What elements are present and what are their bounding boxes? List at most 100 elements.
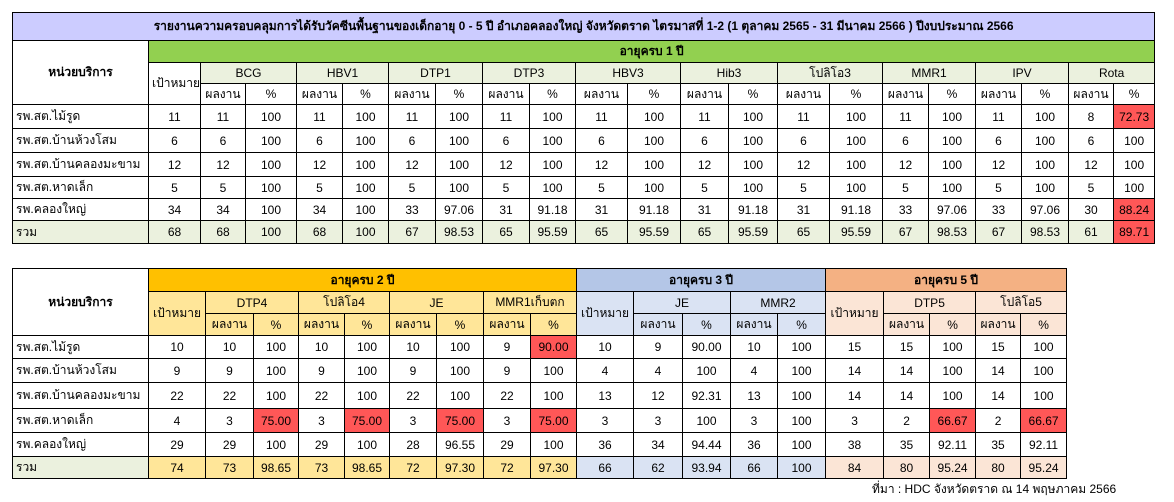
data-cell: 100 — [344, 382, 390, 409]
percent-header: % — [928, 83, 976, 105]
data-cell: 97.30 — [436, 456, 484, 479]
data-cell: 11 — [296, 104, 343, 129]
data-cell: 31 — [575, 198, 628, 221]
result-header: ผลงาน — [483, 313, 531, 336]
data-cell: 34 — [200, 198, 246, 221]
data-cell: 100 — [342, 220, 389, 244]
data-cell: 97.06 — [1021, 198, 1069, 221]
data-cell: 94.44 — [682, 432, 732, 457]
data-cell: 3 — [389, 408, 437, 433]
table-row: รพ.สต.หาดเล็ก 4 3 75.00 3 75.00 3 75.00 3 75.00 3 3… — [12, 408, 1068, 433]
data-cell: 100 — [436, 358, 484, 383]
data-cell: 74 — [148, 456, 206, 479]
table-row: รพ.สต.หาดเล็ก 5 5 100 5 100 5 100 5 100 5 100 5 100 5 1… — [12, 176, 1156, 199]
data-cell: 100 — [728, 128, 778, 153]
data-cell: 10 — [730, 335, 779, 359]
table-row: รพ.คลองใหญ่ 29 29 100 29 100 28 96.55 29 100 36 34 9… — [12, 432, 1068, 457]
vaccine-header: โปลิโอ5 — [975, 291, 1068, 314]
data-cell: 2 — [975, 408, 1022, 433]
data-cell: 100 — [777, 408, 827, 433]
data-cell: 89.71 — [1112, 220, 1156, 244]
data-cell: 6 — [388, 128, 436, 153]
data-cell: 68 — [296, 220, 343, 244]
result-header: ผลงาน — [883, 313, 931, 336]
data-cell: 5 — [882, 176, 929, 199]
data-cell: 100 — [253, 335, 299, 359]
data-cell: 11 — [388, 104, 436, 129]
data-cell: 65 — [680, 220, 729, 244]
data-cell: 100 — [682, 408, 732, 433]
unit-name: รพ.สต.หาดเล็ก — [12, 176, 149, 199]
data-cell: 100 — [529, 382, 578, 409]
data-cell: 14 — [883, 358, 931, 383]
data-cell: 98.53 — [435, 220, 483, 244]
coverage-table-age1: รายงานความครอบคลุมการได้รับวัคซีนพื้นฐาน… — [11, 12, 1156, 244]
data-cell: 33 — [388, 198, 436, 221]
age-group-header: อายุครบ 5 ปี — [825, 268, 1068, 292]
data-cell: 97.06 — [435, 198, 483, 221]
data-cell: 11 — [680, 104, 729, 129]
data-cell: 100 — [928, 104, 976, 129]
data-cell: 100 — [435, 152, 483, 177]
data-cell: 31 — [777, 198, 830, 221]
age-group-header: อายุครบ 1 ปี — [147, 40, 1156, 63]
percent-header: % — [253, 313, 299, 336]
data-cell: 67 — [388, 220, 436, 244]
vaccine-header: HBV3 — [575, 62, 681, 84]
data-cell: 100 — [435, 128, 483, 153]
data-cell: 100 — [929, 335, 977, 359]
data-cell: 95.59 — [829, 220, 883, 244]
data-cell: 100 — [928, 176, 976, 199]
data-cell: 100 — [342, 152, 389, 177]
data-cell: 34 — [148, 198, 201, 221]
result-header: ผลงาน — [777, 83, 830, 105]
data-cell: 100 — [1112, 176, 1156, 199]
percent-header: % — [1020, 313, 1068, 336]
percent-header: % — [929, 313, 977, 336]
data-cell: 100 — [929, 358, 977, 383]
data-cell: 91.18 — [529, 198, 576, 221]
data-cell: 97.06 — [928, 198, 976, 221]
data-cell: 100 — [342, 104, 389, 129]
data-cell: 6 — [200, 128, 246, 153]
vaccine-header: Rota — [1067, 62, 1156, 84]
data-cell: 100 — [253, 358, 299, 383]
data-cell: 100 — [253, 382, 299, 409]
result-header: ผลงาน — [575, 83, 628, 105]
result-header: ผลงาน — [975, 313, 1022, 336]
data-cell: 33 — [975, 198, 1022, 221]
data-cell: 95.59 — [627, 220, 681, 244]
data-cell: 5 — [575, 176, 628, 199]
unit-name: รวม — [12, 220, 149, 244]
data-cell: 5 — [680, 176, 729, 199]
data-cell: 29 — [148, 432, 206, 457]
table-row: รพ.สต.บ้านห้วงโสม 9 9 100 9 100 9 100 9 100 4 4 100 4… — [12, 358, 1068, 383]
result-header: ผลงาน — [680, 83, 729, 105]
data-cell: 100 — [529, 152, 576, 177]
data-cell: 22 — [148, 382, 206, 409]
report-title: รายงานความครอบคลุมการได้รับวัคซีนพื้นฐาน… — [11, 12, 1156, 41]
data-cell: 12 — [575, 152, 628, 177]
data-cell: 5 — [975, 176, 1022, 199]
data-cell: 8 — [1068, 104, 1114, 129]
data-cell: 100 — [928, 152, 976, 177]
table-row: หน่วยบริการ อายุครบ 1 ปี — [12, 40, 1156, 105]
data-cell: 100 — [627, 128, 681, 153]
data-cell: 36 — [576, 432, 635, 457]
data-cell: 75.00 — [344, 408, 390, 433]
vaccine-header: MMR2 — [730, 291, 827, 314]
data-cell: 3 — [633, 408, 684, 433]
data-cell: 10 — [298, 335, 345, 359]
data-cell: 9 — [633, 335, 684, 359]
data-cell: 100 — [344, 335, 390, 359]
data-cell: 80 — [975, 456, 1022, 479]
data-cell: 68 — [200, 220, 246, 244]
data-cell: 3 — [205, 408, 254, 433]
data-cell: 100 — [245, 104, 297, 129]
data-cell: 10 — [576, 335, 635, 359]
data-cell: 11 — [482, 104, 530, 129]
data-cell: 100 — [627, 152, 681, 177]
data-cell: 92.11 — [1020, 432, 1068, 457]
unit-name: รพ.คลองใหญ่ — [12, 432, 149, 457]
data-cell: 35 — [975, 432, 1022, 457]
